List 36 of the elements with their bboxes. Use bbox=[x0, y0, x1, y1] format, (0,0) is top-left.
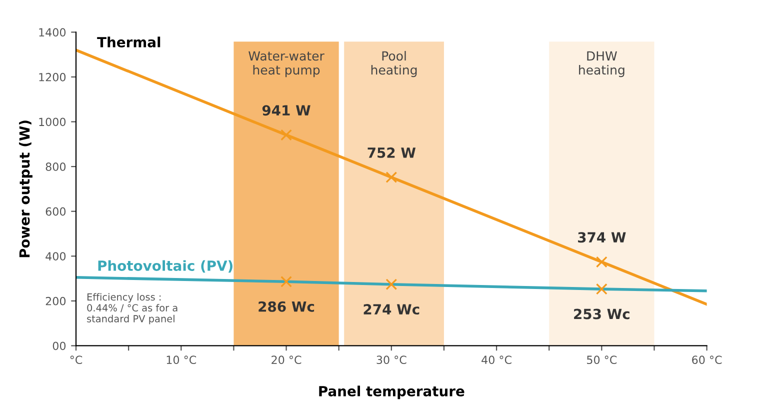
x-tick-label: 40 °C bbox=[482, 356, 512, 364]
y-tick-label: 1000 bbox=[39, 118, 66, 126]
point bbox=[596, 256, 608, 268]
y-tick-label: 400 bbox=[46, 252, 66, 261]
series-label: Thermal bbox=[97, 36, 160, 48]
point bbox=[596, 283, 608, 295]
data-label: 253 Wc bbox=[574, 308, 630, 320]
x-axis-title: Panel temperature bbox=[319, 386, 464, 400]
data-label: 752 W bbox=[368, 147, 416, 158]
x-tick-label: °C bbox=[70, 356, 82, 364]
line-series bbox=[76, 276, 707, 292]
y-tick-label: 00 bbox=[52, 342, 66, 350]
annotation: Efficiency loss : 0.44% / °C as for a standard PV panel bbox=[87, 293, 178, 324]
point bbox=[280, 276, 292, 288]
data-label: 374 W bbox=[578, 232, 626, 243]
x-tick-label: 50 °C bbox=[587, 356, 617, 364]
y-axis-title: Power output (W) bbox=[19, 120, 32, 258]
band-label: Pool heating bbox=[371, 50, 417, 78]
data-label: 286 Wc bbox=[258, 301, 314, 312]
y-tick-label: 600 bbox=[46, 207, 66, 216]
point bbox=[386, 172, 398, 184]
point bbox=[280, 129, 292, 141]
data-label: 941 W bbox=[262, 105, 310, 116]
x-tick-label: 20 °C bbox=[272, 356, 302, 364]
point bbox=[386, 278, 398, 290]
y-tick-label: 800 bbox=[46, 162, 66, 171]
y-tick-label: 200 bbox=[46, 296, 66, 306]
y-tick-label: 1400 bbox=[39, 28, 66, 37]
x-tick-label: 60 °C bbox=[692, 356, 722, 364]
data-label: 274 Wc bbox=[364, 304, 420, 315]
x-tick-label: 10 °C bbox=[166, 356, 196, 364]
band-label: Water-water heat pump bbox=[248, 51, 324, 78]
x-tick-label: 30 °C bbox=[376, 356, 406, 364]
band-label: DHW heating bbox=[579, 51, 624, 78]
series-label: Photovoltaic (PV) bbox=[98, 260, 232, 273]
y-tick-label: 1200 bbox=[39, 72, 66, 82]
